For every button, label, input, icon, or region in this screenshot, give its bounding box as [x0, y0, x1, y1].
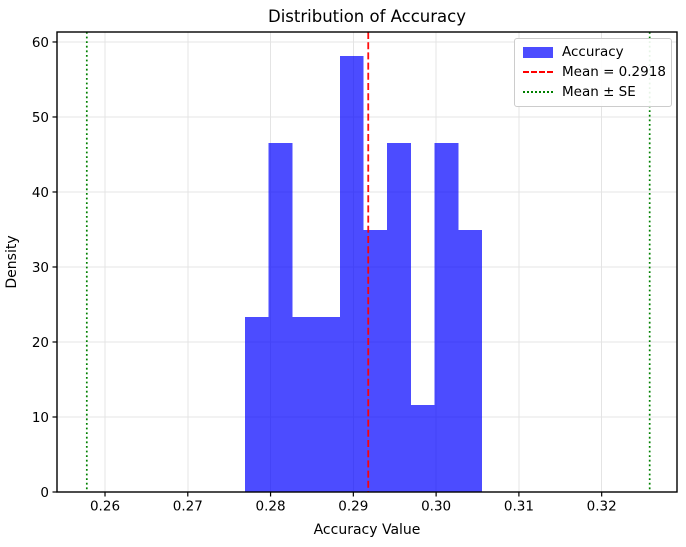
plot-border [56, 31, 678, 493]
mean-dashed-line-icon [523, 71, 553, 73]
histogram-bar [339, 56, 364, 492]
legend-item-accuracy: Accuracy [523, 43, 663, 61]
legend-item-mean: Mean = 0.2918 [523, 63, 666, 81]
x-tick-label: 0.26 [90, 499, 120, 515]
x-tick-label: 0.29 [338, 499, 368, 515]
x-axis-label: Accuracy Value [314, 522, 421, 538]
legend-label: Mean ± SE [562, 84, 636, 100]
y-tick-label: 50 [32, 110, 49, 126]
y-tick-label: 10 [32, 410, 49, 426]
x-tick-label: 0.27 [173, 499, 203, 515]
chart-title: Distribution of Accuracy [268, 7, 466, 26]
axes-layer: 0.26 0.27 0.28 0.29 0.30 0.31 0.32 0 10 20 30 40 50 6… [32, 31, 678, 515]
accuracy-swatch-icon [523, 46, 553, 58]
y-tick-label: 0 [40, 485, 49, 501]
lines-layer [85, 32, 651, 492]
histogram-bar [434, 143, 459, 492]
histogram-bar [387, 143, 411, 492]
histogram-bar [363, 230, 388, 492]
x-tick-label: 0.31 [504, 499, 534, 515]
y-axis-label: Density [4, 235, 20, 288]
x-tick-label: 0.32 [587, 499, 617, 515]
legend: Accuracy Mean = 0.2918 Mean ± SE [514, 38, 672, 107]
histogram-bar [268, 143, 293, 492]
legend-item-mean-se: Mean ± SE [523, 83, 663, 101]
histogram-bar [292, 317, 317, 492]
histogram-bar [244, 317, 269, 492]
histogram-bar [316, 317, 340, 492]
bars-layer [244, 56, 483, 492]
y-tick-label: 30 [32, 260, 49, 276]
y-tick-label: 60 [32, 35, 49, 51]
y-tick-label: 20 [32, 335, 49, 351]
se-dotted-line-icon [523, 91, 553, 93]
y-tick-label: 40 [32, 185, 49, 201]
x-tick-label: 0.30 [421, 499, 451, 515]
legend-label: Accuracy [562, 44, 624, 60]
histogram-bar [410, 404, 435, 492]
histogram-bar [458, 230, 483, 492]
x-tick-label: 0.28 [256, 499, 286, 515]
legend-label: Mean = 0.2918 [562, 64, 666, 80]
